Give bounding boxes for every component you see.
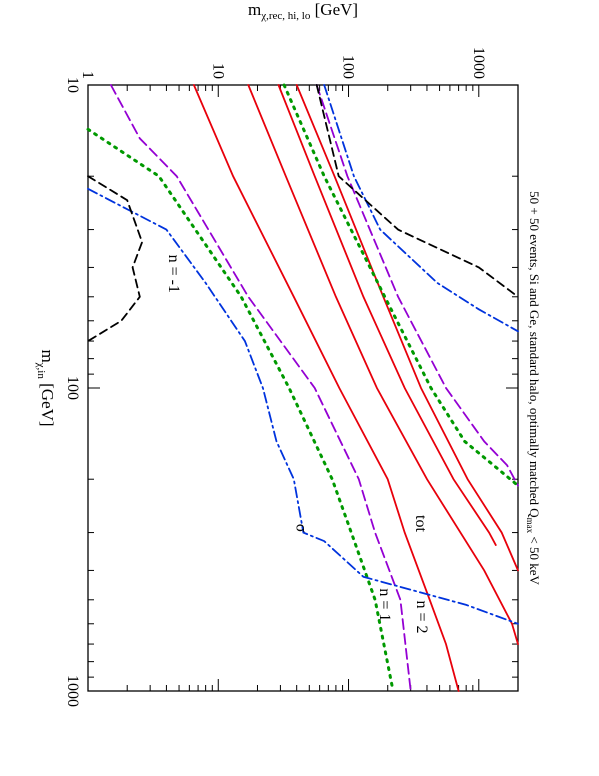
series-line-n1-hi bbox=[282, 83, 520, 488]
series-line-sigma-hi bbox=[323, 84, 519, 333]
series-line-n1-lo bbox=[86, 127, 395, 693]
y-axis-label-sub: χ,rec, hi, lo bbox=[260, 10, 311, 22]
series-line-tot-lo2 bbox=[247, 84, 519, 645]
y-axis-label-main: m bbox=[248, 0, 261, 19]
series-layer bbox=[86, 83, 520, 693]
series-line-tot-hi2 bbox=[277, 84, 497, 546]
y-tick-label: 100 bbox=[340, 55, 357, 79]
annotation-layer: tot n = 2 n = 1 σ n = -1 bbox=[165, 255, 430, 634]
x-tick-label: 1000 bbox=[64, 675, 81, 707]
chart-title-tail: < 50 keV bbox=[527, 533, 542, 585]
series-line-sigma-lo bbox=[87, 187, 519, 625]
series-line-tot-hi bbox=[295, 84, 519, 572]
y-tick-label: 1 bbox=[79, 71, 96, 79]
series-line-n2-hi bbox=[315, 84, 519, 487]
x-axis-label-unit: [GeV] bbox=[38, 379, 57, 427]
x-axis-label-main: m bbox=[38, 349, 57, 362]
y-tick-label: 10 bbox=[209, 63, 226, 79]
y-axis-label: mχ,rec, hi, lo [GeV] bbox=[248, 0, 358, 22]
series-line-n2-lo bbox=[109, 84, 412, 692]
annotation-label: n = -1 bbox=[165, 255, 182, 293]
plot-frame bbox=[87, 84, 519, 692]
annotation-label: tot bbox=[412, 515, 429, 532]
chart-title-sub: max bbox=[525, 518, 535, 534]
series-line-nm1-lo bbox=[87, 175, 144, 342]
x-tick-label: 10 bbox=[64, 77, 81, 93]
x-axis-label-sub: χ,in bbox=[35, 362, 47, 380]
annotation-label: n = 1 bbox=[376, 588, 393, 621]
chart-title-main: 50 + 50 events, Si and Ge, standard halo… bbox=[527, 191, 542, 518]
y-tick-label: 1000 bbox=[470, 47, 487, 79]
annotation-label: σ bbox=[293, 524, 310, 533]
x-axis-label: mχ,in [GeV] bbox=[35, 349, 57, 426]
chart-title: 50 + 50 events, Si and Ge, standard halo… bbox=[525, 191, 542, 585]
series-line-nm1-hi bbox=[315, 84, 519, 298]
x-tick-label: 100 bbox=[64, 376, 81, 400]
annotation-label: n = 2 bbox=[413, 601, 430, 634]
series-line-tot-lo bbox=[192, 84, 460, 692]
y-axis-label-unit: [GeV] bbox=[310, 0, 358, 19]
